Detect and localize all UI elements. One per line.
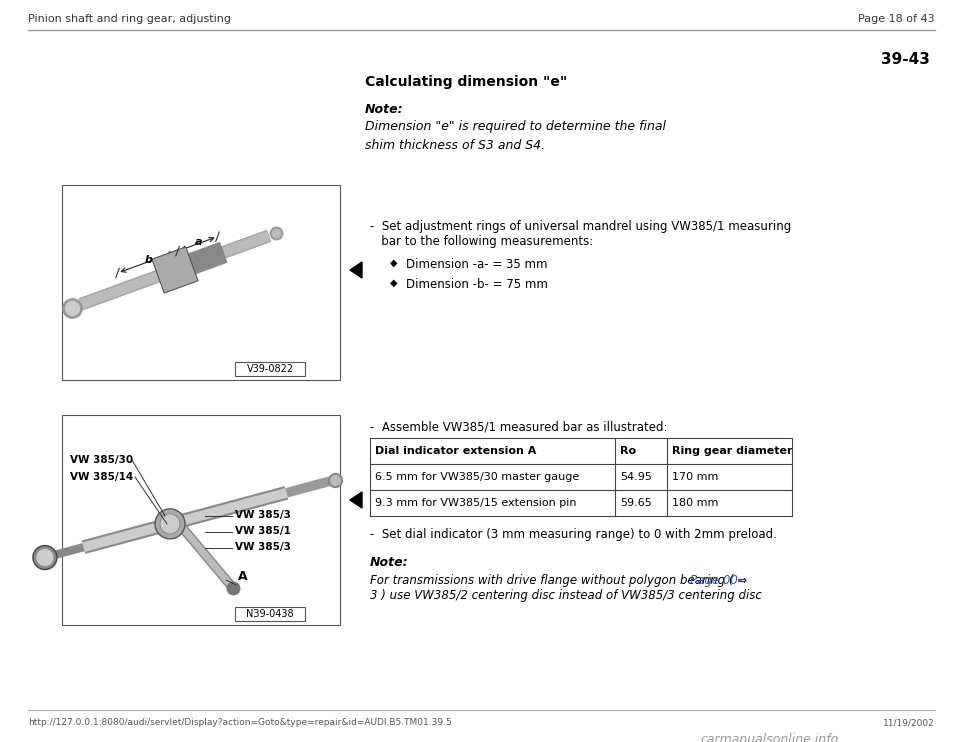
Text: 11/19/2002: 11/19/2002 — [883, 718, 935, 727]
Text: Dimension -b- = 75 mm: Dimension -b- = 75 mm — [406, 278, 548, 291]
Text: 6.5 mm for VW385/30 master gauge: 6.5 mm for VW385/30 master gauge — [375, 472, 579, 482]
Text: 3 ) use VW385/2 centering disc instead of VW385/3 centering disc: 3 ) use VW385/2 centering disc instead o… — [370, 589, 762, 602]
Polygon shape — [350, 262, 362, 278]
Text: Dimension -a- = 35 mm: Dimension -a- = 35 mm — [406, 258, 547, 271]
Text: VW 385/3: VW 385/3 — [235, 510, 291, 520]
Text: 9.3 mm for VW385/15 extension pin: 9.3 mm for VW385/15 extension pin — [375, 498, 577, 508]
Text: 39-43: 39-43 — [881, 52, 930, 67]
Text: Dimension "e" is required to determine the final
shim thickness of S3 and S4.: Dimension "e" is required to determine t… — [365, 120, 666, 152]
Text: 59.65: 59.65 — [620, 498, 652, 508]
Text: VW 385/1: VW 385/1 — [235, 526, 291, 536]
Text: carmanualsonline.info: carmanualsonline.info — [700, 733, 838, 742]
Text: Calculating dimension "e": Calculating dimension "e" — [365, 75, 567, 89]
Text: V39-0822: V39-0822 — [247, 364, 294, 374]
Text: For transmissions with drive flange without polygon bearing ( ⇒: For transmissions with drive flange with… — [370, 574, 751, 587]
Text: 180 mm: 180 mm — [672, 498, 718, 508]
Text: A: A — [238, 570, 248, 582]
Text: Page 00-: Page 00- — [690, 574, 742, 587]
Text: bar to the following measurements:: bar to the following measurements: — [370, 235, 593, 248]
Bar — [235, 362, 305, 376]
Text: N39-0438: N39-0438 — [246, 609, 294, 619]
Circle shape — [160, 514, 180, 534]
Text: -  Set dial indicator (3 mm measuring range) to 0 with 2mm preload.: - Set dial indicator (3 mm measuring ran… — [370, 528, 777, 541]
Text: ◆: ◆ — [390, 278, 397, 288]
Text: Ro: Ro — [620, 446, 636, 456]
Text: 170 mm: 170 mm — [672, 472, 718, 482]
Circle shape — [36, 548, 54, 567]
Text: VW 385/3: VW 385/3 — [235, 542, 291, 552]
Polygon shape — [152, 247, 198, 293]
Circle shape — [155, 509, 185, 539]
Text: VW 385/14: VW 385/14 — [70, 472, 133, 482]
Text: Pinion shaft and ring gear, adjusting: Pinion shaft and ring gear, adjusting — [28, 14, 231, 24]
Polygon shape — [350, 492, 362, 508]
Text: Ring gear diameter: Ring gear diameter — [672, 446, 793, 456]
Text: -  Assemble VW385/1 measured bar as illustrated:: - Assemble VW385/1 measured bar as illus… — [370, 420, 667, 433]
Text: http://127.0.0.1:8080/audi/servlet/Display?action=Goto&type=repair&id=AUDI.B5.TM: http://127.0.0.1:8080/audi/servlet/Displ… — [28, 718, 452, 727]
Bar — [62, 415, 340, 625]
Text: Note:: Note: — [365, 103, 403, 116]
Text: VW 385/30: VW 385/30 — [70, 455, 133, 465]
Circle shape — [33, 545, 57, 570]
Text: -  Set adjustment rings of universal mandrel using VW385/1 measuring: - Set adjustment rings of universal mand… — [370, 220, 791, 233]
Text: 54.95: 54.95 — [620, 472, 652, 482]
Bar — [62, 185, 340, 380]
Text: ◆: ◆ — [390, 258, 397, 268]
Text: Dial indicator extension A: Dial indicator extension A — [375, 446, 537, 456]
Text: Note:: Note: — [370, 556, 409, 569]
Bar — [235, 607, 305, 621]
Text: Page 18 of 43: Page 18 of 43 — [858, 14, 935, 24]
Text: a: a — [195, 237, 202, 247]
Text: b: b — [144, 255, 153, 265]
